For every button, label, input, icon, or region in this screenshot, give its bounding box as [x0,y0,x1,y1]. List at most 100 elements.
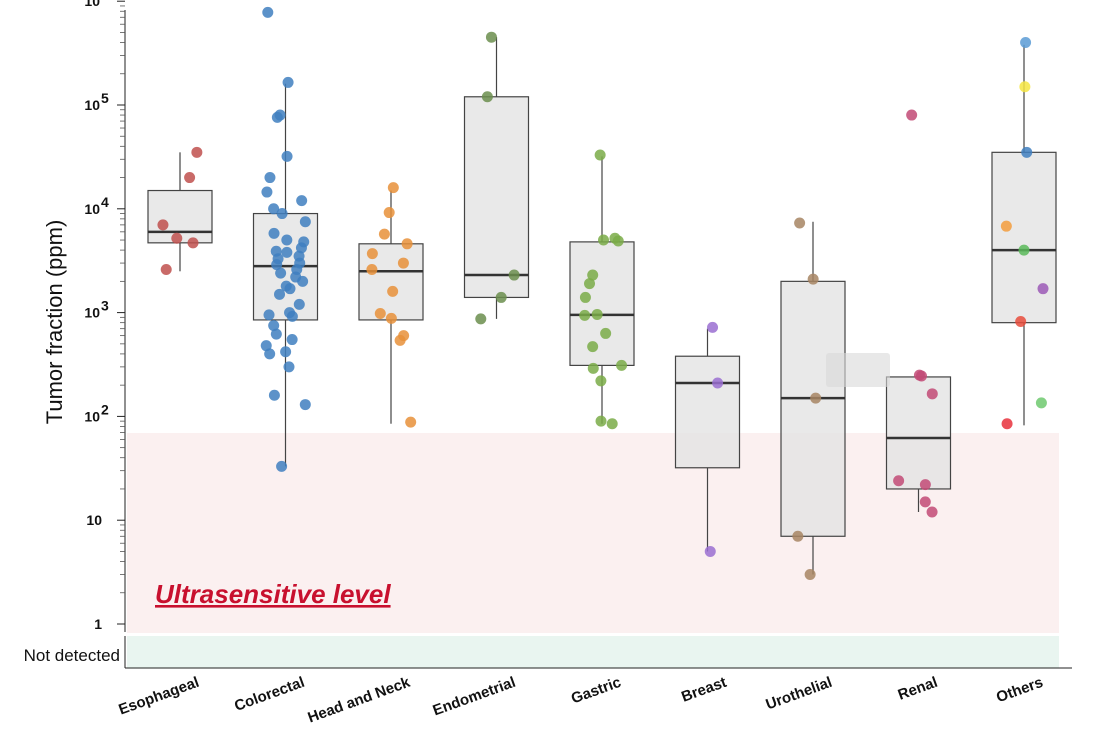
data-point [915,370,927,382]
box [569,241,635,366]
data-point [387,285,399,297]
data-point [584,278,596,290]
data-point [271,259,283,271]
data-point [598,234,610,246]
data-point [281,234,293,246]
data-point [926,506,938,518]
data-point [606,418,618,430]
box [674,355,741,469]
data-point [191,146,203,158]
data-point [794,217,806,229]
data-point [397,257,409,269]
data-point [374,308,386,320]
x-tick-label: Colorectal [232,674,307,715]
y-tick-exponent: 6 [101,0,109,2]
x-tick-label: Gastric [569,674,623,708]
data-point [299,399,311,411]
data-point [385,312,397,324]
data-point [184,172,196,184]
data-point [264,172,276,184]
box [463,96,530,299]
boxes [147,37,1057,575]
data-point [280,346,292,358]
data-point [171,232,183,244]
data-point [707,321,719,333]
data-point [293,298,305,310]
x-tick-label: Breast [679,674,729,706]
x-tick-label: Head and Neck [305,674,412,727]
data-point [275,267,287,279]
data-point [495,291,507,303]
data-point [276,208,288,220]
data-point [1018,244,1030,256]
ultrasensitive-label: Ultrasensitive level [155,579,391,609]
data-point [485,31,497,43]
data-point [704,545,716,557]
y-tick-label: 10 [84,408,100,424]
data-point [405,416,417,428]
data-point [378,228,390,240]
data-point [591,308,603,320]
y-ticks: 110102103104105106 [84,0,125,632]
data-point [299,216,311,228]
data-point [475,313,487,325]
x-tick-label: Urothelial [764,674,835,714]
data-point [919,496,931,508]
box [885,376,952,490]
data-point [283,361,295,373]
data-point [579,309,591,321]
data-point [268,203,280,215]
data-point [587,341,599,353]
data-point [1015,316,1027,328]
data-point [919,479,931,491]
x-tick-label: Renal [896,674,940,704]
data-point [906,109,918,121]
y-tick-label: 10 [84,97,100,113]
y-tick-label: 10 [84,0,100,9]
y-tick-exponent: 4 [101,194,109,210]
data-point [281,150,293,162]
y-tick-exponent: 5 [101,90,109,106]
data-point [587,269,599,281]
data-point [260,340,272,352]
data-point [792,530,804,542]
data-point [804,568,816,580]
data-point [579,291,591,303]
x-tick-label: Others [994,674,1045,707]
data-point [1000,220,1012,232]
axes [124,10,1072,669]
data-point [268,227,280,239]
data-point [271,111,283,123]
y-tick-exponent: 2 [101,401,109,417]
data-point [282,76,294,88]
data-point [281,246,293,258]
data-point [508,269,520,281]
data-point [268,320,280,332]
data-point [383,207,395,219]
data-point [366,264,378,276]
data-point [268,389,280,401]
y-tick-label: 10 [86,512,102,528]
data-point [262,6,274,18]
data-point [297,275,309,287]
data-point [401,238,413,250]
data-point [1020,37,1032,49]
data-point [612,235,624,247]
data-point [595,375,607,387]
data-point [286,334,298,346]
tooltip-placeholder [826,353,890,387]
not-detected-band [127,636,1059,668]
data-point [394,334,406,346]
data-point [157,219,169,231]
data-point [264,348,276,360]
data-point [1019,81,1031,93]
data-point [712,377,724,389]
data-point [274,288,286,300]
x-tick-label: Endometrial [431,674,518,720]
data-point [594,149,606,161]
data-point [1021,146,1033,158]
box [780,280,846,537]
data-point [270,328,282,340]
